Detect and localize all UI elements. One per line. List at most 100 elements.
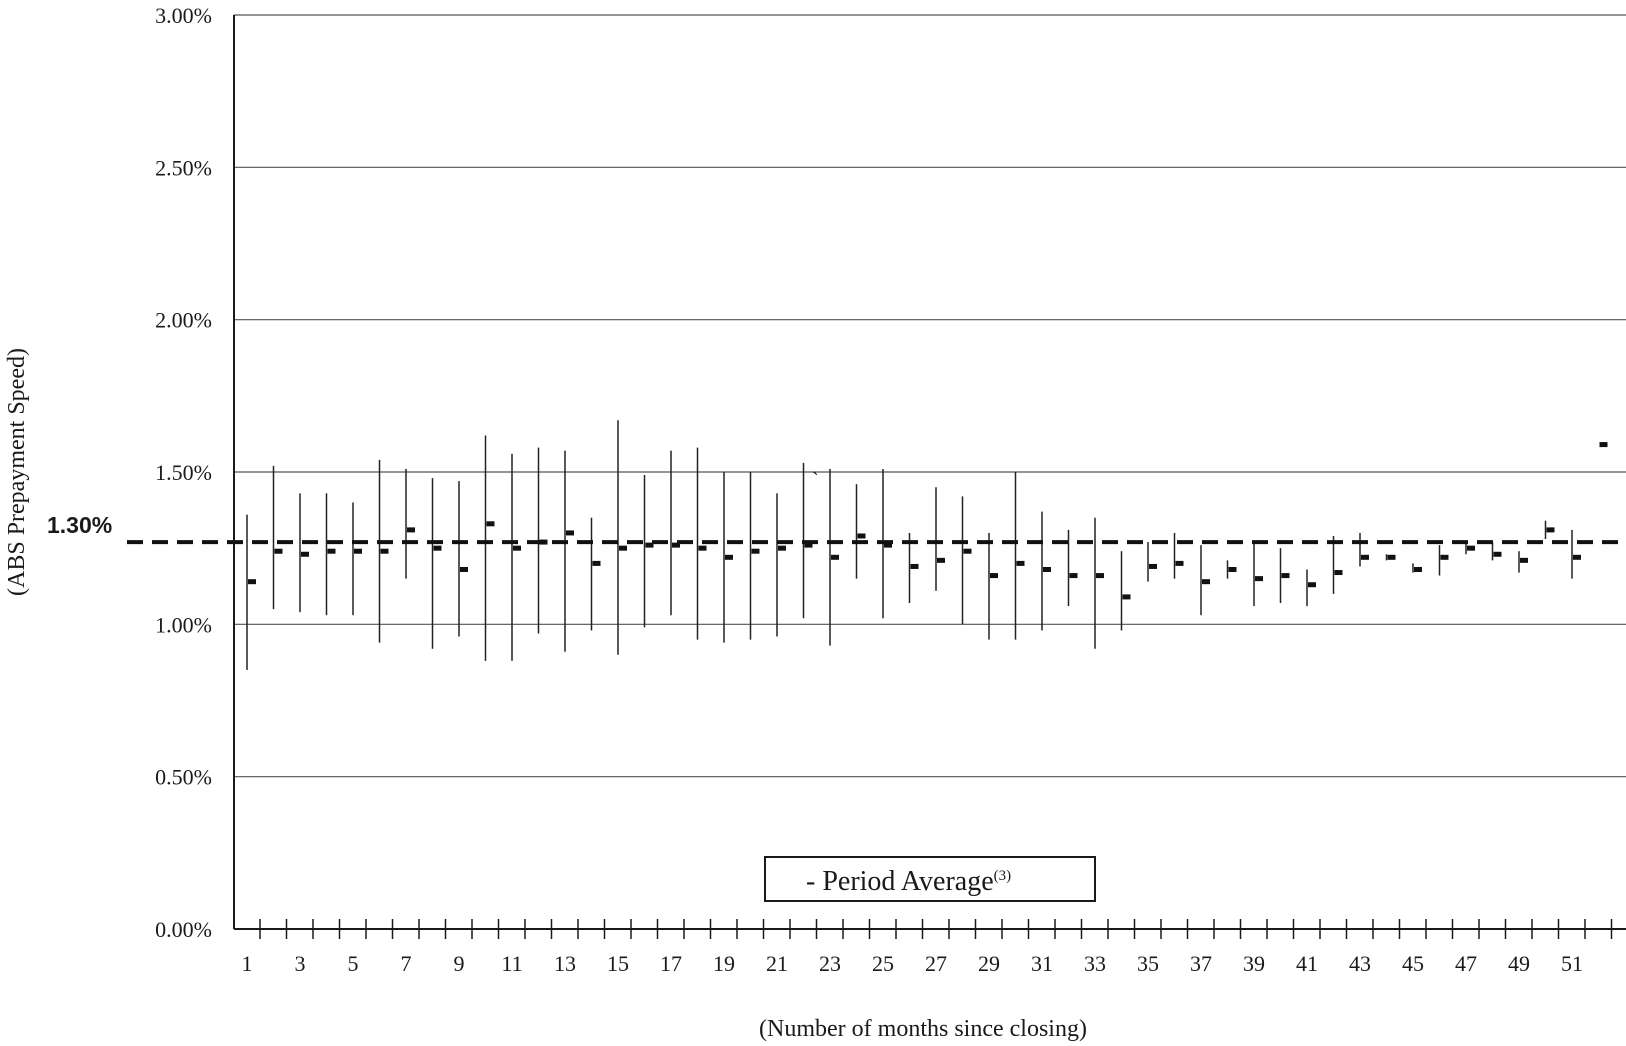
x-tick-label: 35 [1137, 951, 1159, 976]
x-tick-label: 21 [766, 951, 788, 976]
average-mark [1387, 554, 1396, 560]
x-tick-label: 23 [819, 951, 841, 976]
gridlines [234, 14, 1626, 778]
average-mark [248, 579, 256, 585]
average-mark [354, 548, 362, 554]
average-mark [1308, 582, 1316, 588]
average-mark [460, 566, 468, 572]
average-mark [725, 554, 733, 560]
x-tick-label: 3 [295, 951, 306, 976]
x-tick-label: 33 [1084, 951, 1106, 976]
y-tick-label: 0.00% [155, 917, 212, 942]
average-mark [963, 548, 972, 554]
stray-mark: ` [811, 467, 818, 492]
average-mark [1440, 554, 1449, 560]
average-mark [1175, 560, 1184, 566]
x-tick-label: 43 [1349, 951, 1371, 976]
legend-text: - Period Average [806, 866, 994, 897]
x-tick-label: 31 [1031, 951, 1053, 976]
x-tick-label: 13 [554, 951, 576, 976]
x-tick-label: 39 [1243, 951, 1265, 976]
range-bars [246, 420, 1573, 671]
y-tick-label: 2.00% [155, 308, 212, 333]
average-mark [857, 533, 866, 539]
legend-label: - Period Average(3) [806, 866, 1011, 897]
x-tick-label: 41 [1296, 951, 1318, 976]
legend-superscript: (3) [994, 868, 1012, 884]
average-mark [751, 548, 760, 554]
average-mark [1334, 570, 1343, 576]
reference-line-label: 1.30% [47, 512, 112, 538]
average-mark [513, 545, 521, 551]
average-mark [380, 548, 389, 554]
average-mark [1149, 563, 1157, 569]
y-tick-label: 2.50% [155, 155, 212, 180]
average-mark [301, 551, 309, 557]
y-tick-label: 3.00% [155, 3, 212, 28]
average-mark [990, 573, 998, 579]
average-mark [1520, 557, 1528, 563]
y-tick-label: 1.00% [155, 612, 212, 637]
average-mark [910, 563, 919, 569]
x-tick-label: 9 [454, 951, 465, 976]
average-mark [645, 542, 654, 548]
x-tick-label: 19 [713, 951, 735, 976]
average-mark [1228, 566, 1237, 572]
average-mark [937, 557, 945, 563]
x-tick-label: 47 [1455, 951, 1477, 976]
x-axis-title: (Number of months since closing) [759, 1016, 1087, 1042]
average-mark [1281, 573, 1290, 579]
x-axis-ticks: 1 3 5 7 9 11 13 15 17 19 21 23 25 27 29 31 33 35 37 39 41 43 4… [242, 919, 1613, 976]
x-tick-label: 5 [348, 951, 359, 976]
average-mark [1202, 579, 1210, 585]
average-mark [1573, 554, 1581, 560]
average-mark [1122, 594, 1131, 600]
average-mark [566, 530, 574, 536]
x-tick-label: 15 [607, 951, 629, 976]
x-tick-label: 25 [872, 951, 894, 976]
x-tick-label: 7 [401, 951, 412, 976]
x-tick-label: 51 [1561, 951, 1583, 976]
x-tick-label: 11 [501, 951, 522, 976]
average-mark [1069, 573, 1078, 579]
average-mark [1599, 442, 1608, 448]
x-tick-label: 27 [925, 951, 947, 976]
x-tick-label: 45 [1402, 951, 1424, 976]
average-mark [274, 548, 283, 554]
legend: - Period Average(3) [764, 856, 1096, 902]
y-tick-label: 0.50% [155, 765, 212, 790]
average-mark [1255, 576, 1263, 582]
average-mark [831, 554, 839, 560]
average-mark [539, 539, 548, 545]
average-mark [1043, 566, 1051, 572]
average-mark [1361, 554, 1369, 560]
x-tick-label: 37 [1190, 951, 1212, 976]
x-tick-label: 49 [1508, 951, 1530, 976]
average-mark [804, 542, 813, 548]
y-tick-label: 1.50% [155, 460, 212, 485]
average-mark [486, 521, 495, 527]
axes [233, 15, 1626, 930]
average-mark [884, 542, 892, 548]
average-mark [1016, 560, 1025, 566]
average-mark [1467, 545, 1475, 551]
y-axis-title: (ABS Prepayment Speed) [4, 348, 30, 596]
legend-box [764, 856, 1096, 902]
average-mark [698, 545, 707, 551]
average-mark [672, 542, 680, 548]
x-tick-label: 17 [660, 951, 682, 976]
average-mark [1546, 527, 1555, 533]
y-axis-tick-labels: 0.00% 0.50% 1.00% 1.50% 2.00% 2.50% 3.00% [155, 3, 212, 942]
average-mark [433, 545, 442, 551]
average-marks [248, 442, 1608, 600]
average-mark [619, 545, 627, 551]
average-mark [778, 545, 786, 551]
average-mark [1096, 573, 1104, 579]
average-mark [407, 527, 415, 533]
average-mark [327, 548, 336, 554]
x-tick-label: 1 [242, 951, 253, 976]
average-mark [1414, 566, 1422, 572]
average-mark [1493, 551, 1502, 557]
x-tick-label: 29 [978, 951, 1000, 976]
